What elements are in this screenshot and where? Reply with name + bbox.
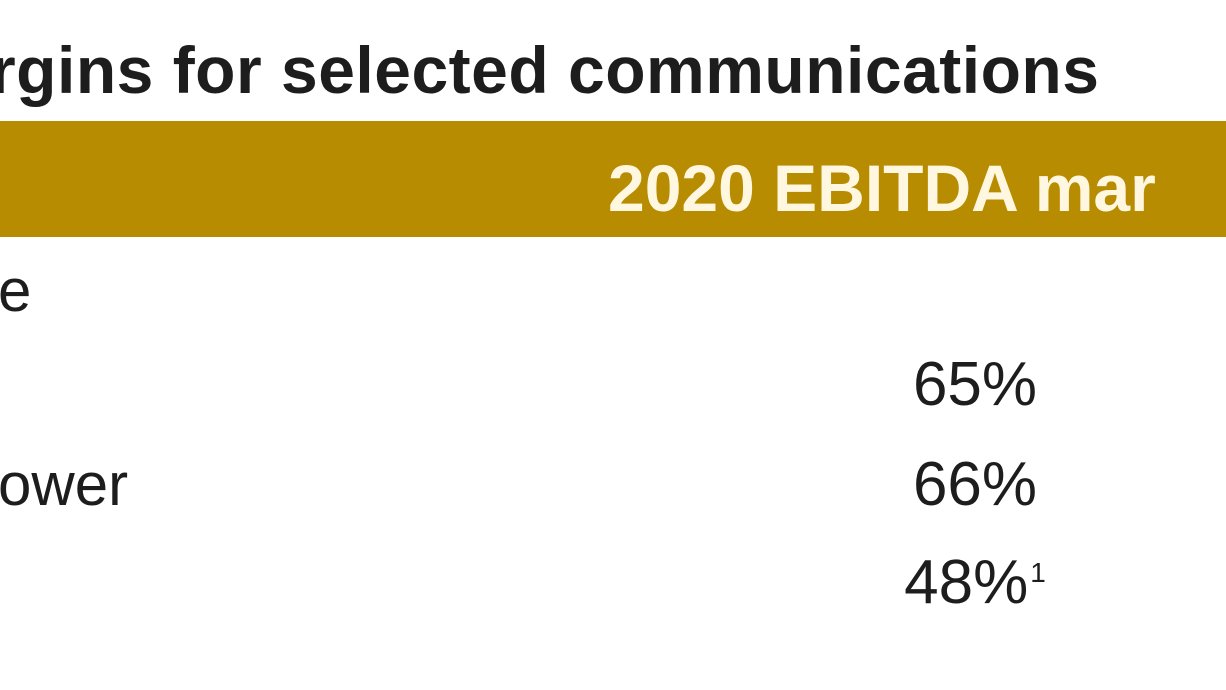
row-value	[890, 246, 1060, 336]
value-text: 65%	[912, 350, 1038, 419]
value-text: 66%	[912, 450, 1038, 519]
row-value: 65%	[890, 340, 1060, 430]
table-header-band: 2020 EBITDA mar	[0, 121, 1226, 237]
table-row: 48%1	[0, 538, 1226, 628]
footnote-marker: 1	[1030, 557, 1046, 588]
table-row: 65%	[0, 340, 1226, 430]
page-title: rgins for selected communications	[0, 33, 1100, 107]
table-row: e	[0, 246, 1226, 336]
column-header-ebitda-margin: 2020 EBITDA mar	[608, 151, 1156, 225]
value-text: 48%	[904, 548, 1029, 617]
row-label: e	[0, 257, 32, 324]
row-value: 48%1	[890, 538, 1060, 628]
row-value: 66%	[890, 440, 1060, 530]
table-row: ower 66%	[0, 440, 1226, 530]
row-label: ower	[0, 451, 129, 518]
